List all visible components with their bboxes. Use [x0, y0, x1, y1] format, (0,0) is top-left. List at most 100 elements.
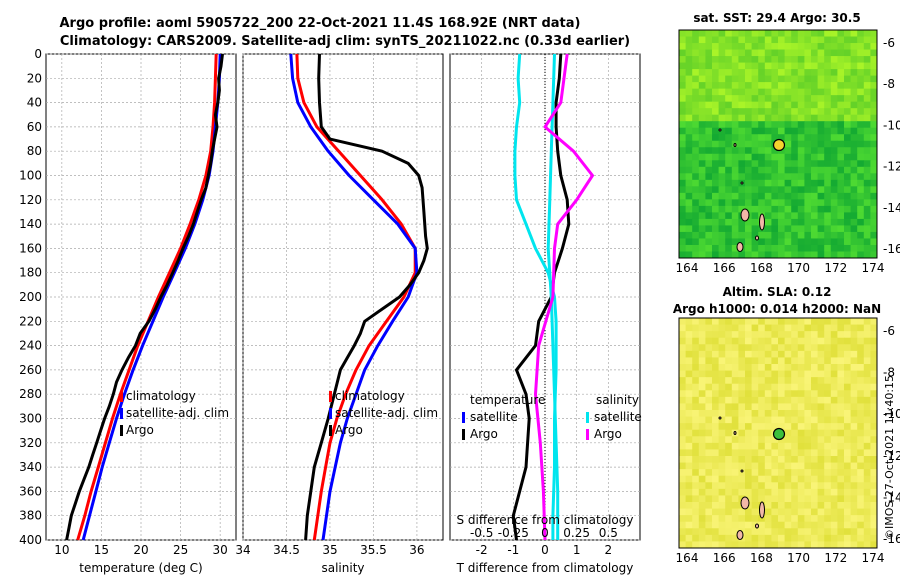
map-y-tick-label: -10	[883, 407, 900, 421]
map-cell	[679, 436, 687, 444]
map-cell	[764, 370, 772, 378]
map-cell	[731, 166, 739, 174]
map-cell	[679, 475, 687, 483]
map-cell	[738, 205, 746, 213]
map-cell	[870, 331, 878, 339]
map-cell	[758, 43, 766, 51]
map-cell	[791, 416, 799, 424]
y-tick-label: 120	[19, 193, 42, 207]
map-cell	[797, 69, 805, 77]
map-cell	[844, 344, 852, 352]
map-cell	[751, 488, 759, 496]
map-cell	[811, 370, 819, 378]
map-cell	[804, 62, 812, 70]
map-cell	[784, 114, 792, 122]
map-cell	[685, 521, 693, 529]
map-cell	[797, 475, 805, 483]
map-cell	[771, 318, 779, 326]
map-cell	[844, 488, 852, 496]
map-cell	[830, 82, 838, 90]
map-cell	[712, 324, 720, 332]
map-x-tick-label: 164	[676, 551, 699, 565]
map-cell	[844, 370, 852, 378]
map-cell	[738, 147, 746, 155]
map-cell	[712, 541, 720, 549]
map-cell	[830, 153, 838, 161]
map-cell	[791, 36, 799, 44]
map-cell	[844, 364, 852, 372]
map-cell	[870, 436, 878, 444]
map-cell	[817, 231, 825, 239]
map-cell	[784, 95, 792, 103]
map-cell	[685, 456, 693, 464]
map-cell	[784, 160, 792, 168]
map-cell	[712, 390, 720, 398]
map-cell	[698, 166, 706, 174]
map-cell	[837, 82, 845, 90]
map-cell	[692, 462, 700, 470]
map-cell	[771, 199, 779, 207]
map-cell	[692, 515, 700, 523]
map-cell	[857, 521, 865, 529]
map-cell	[764, 153, 772, 161]
map-cell	[830, 199, 838, 207]
map-cell	[705, 36, 713, 44]
x-tick-label: 1	[573, 543, 581, 557]
map-cell	[837, 534, 845, 542]
map-cell	[778, 416, 786, 424]
map-cell	[857, 140, 865, 148]
x-tick-label: -2	[476, 543, 488, 557]
map-cell	[738, 521, 746, 529]
map-cell	[863, 140, 871, 148]
map-cell	[850, 521, 858, 529]
map-cell	[850, 147, 858, 155]
map-cell	[685, 225, 693, 233]
map-cell	[725, 179, 733, 187]
map-cell	[758, 442, 766, 450]
map-cell	[712, 88, 720, 96]
map-cell	[824, 49, 832, 57]
map-cell	[685, 218, 693, 226]
map-cell	[837, 153, 845, 161]
map-cell	[718, 337, 726, 345]
map-cell	[830, 541, 838, 549]
map-cell	[731, 456, 739, 464]
x-tick-label: 25	[173, 543, 188, 557]
map-cell	[745, 449, 753, 457]
map-y-tick-label: -8	[883, 366, 895, 380]
map-cell	[692, 43, 700, 51]
map-cell	[771, 331, 779, 339]
map-cell	[771, 521, 779, 529]
map-cell	[870, 403, 878, 411]
map-cell	[817, 75, 825, 83]
map-cell	[758, 344, 766, 352]
map-cell	[778, 377, 786, 385]
map-cell	[778, 205, 786, 213]
map-cell	[751, 82, 759, 90]
map-cell	[804, 449, 812, 457]
map-cell	[817, 442, 825, 450]
map-cell	[771, 416, 779, 424]
map-cell	[791, 101, 799, 109]
map-cell	[692, 357, 700, 365]
map-cell	[685, 173, 693, 181]
map-cell	[731, 186, 739, 194]
map-cell	[698, 508, 706, 516]
map-cell	[844, 147, 852, 155]
map-cell	[745, 436, 753, 444]
map-cell	[817, 456, 825, 464]
map-cell	[712, 192, 720, 200]
map-cell	[745, 390, 753, 398]
map-cell	[817, 350, 825, 358]
map-cell	[764, 134, 772, 142]
map-cell	[725, 337, 733, 345]
map-cell	[870, 390, 878, 398]
map-cell	[844, 416, 852, 424]
map-cell	[817, 344, 825, 352]
map-cell	[784, 186, 792, 194]
map-cell	[738, 75, 746, 83]
map-cell	[738, 218, 746, 226]
map-cell	[725, 370, 733, 378]
map-cell	[791, 218, 799, 226]
map-cell	[830, 95, 838, 103]
